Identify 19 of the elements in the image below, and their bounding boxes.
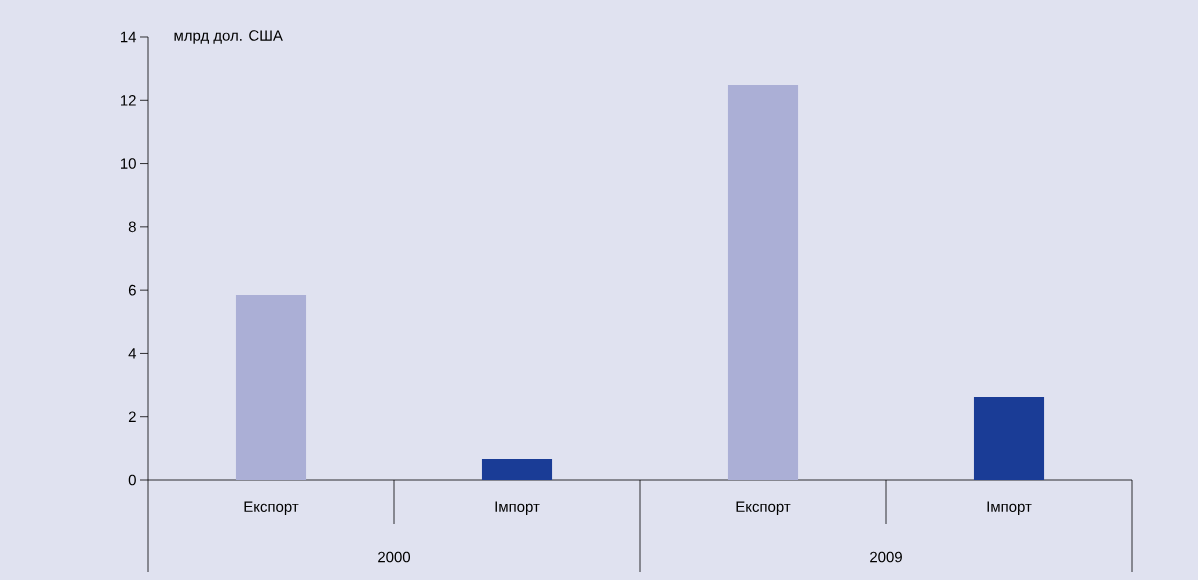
y-tick-label: 2 xyxy=(128,411,136,422)
bar xyxy=(727,85,799,480)
text: 2000 xyxy=(378,551,411,563)
y-tick-label: 10 xyxy=(121,158,136,169)
y-tick-label: 4 xyxy=(128,348,137,359)
bar xyxy=(235,294,307,480)
y-tick-label: 8 xyxy=(128,221,136,233)
y-tick-label: 12 xyxy=(121,95,136,106)
y-tick-label: 0 xyxy=(128,474,136,486)
text: 2009 xyxy=(870,551,902,563)
bar xyxy=(481,459,553,480)
bar xyxy=(973,397,1045,480)
y-tick-label: 14 xyxy=(121,31,137,43)
x-tick-label: Імпорт xyxy=(987,501,1032,515)
x-tick-label: Експорт xyxy=(244,501,299,515)
x-tick-label: Експорт xyxy=(736,501,791,515)
y-tick-label: 6 xyxy=(128,284,136,296)
y-axis-title: млрд дол. США xyxy=(174,30,283,44)
x-tick-label: Імпорт xyxy=(495,501,540,515)
